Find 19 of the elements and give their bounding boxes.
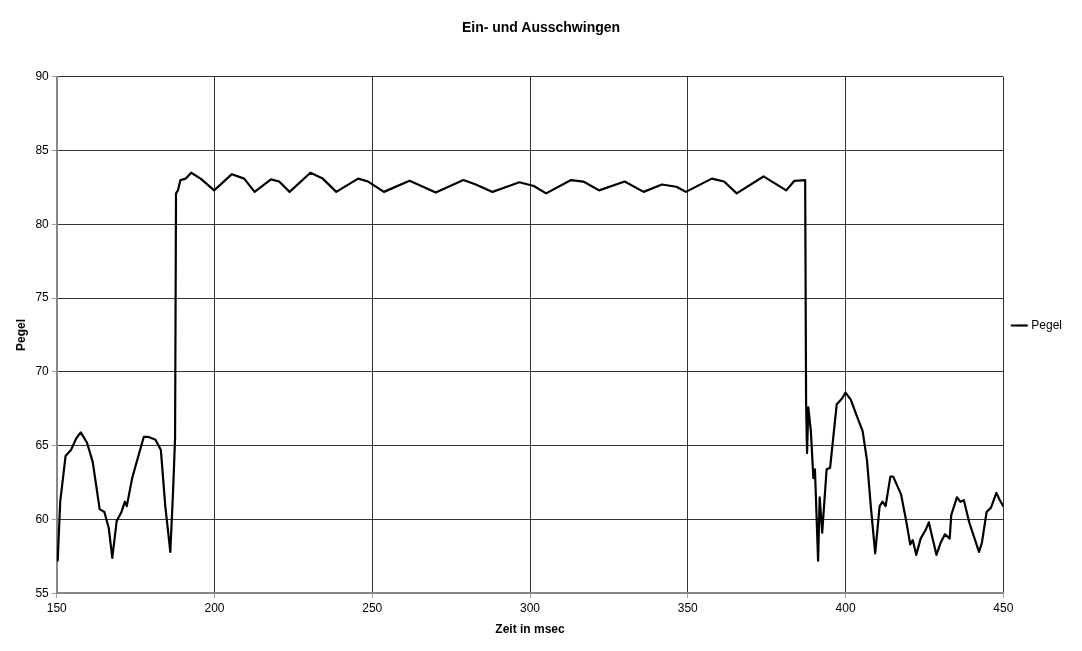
x-tick-label: 150 <box>46 600 68 615</box>
y-tick-label: 80 <box>35 216 50 231</box>
y-tick-label: 70 <box>35 364 50 379</box>
x-tick-label: 350 <box>677 600 699 615</box>
y-tick-label: 65 <box>35 437 50 452</box>
x-tick-label: 250 <box>362 600 383 615</box>
x-tick-label: 300 <box>520 600 541 615</box>
x-axis-title: Zeit in msec <box>495 622 566 637</box>
y-tick-label: 60 <box>35 511 50 526</box>
y-tick-label: 55 <box>35 585 50 600</box>
x-tick-label: 450 <box>993 600 1014 615</box>
chart-title: Ein- und Ausschwingen <box>461 19 621 36</box>
y-tick-label: 75 <box>35 290 50 305</box>
y-axis-title: Pegel <box>13 318 28 352</box>
y-tick-label: 85 <box>35 142 50 157</box>
x-tick-label: 400 <box>835 600 856 615</box>
x-tick-label: 200 <box>204 600 225 615</box>
y-tick-label: 90 <box>35 69 50 84</box>
legend-label: Pegel <box>1031 317 1063 332</box>
